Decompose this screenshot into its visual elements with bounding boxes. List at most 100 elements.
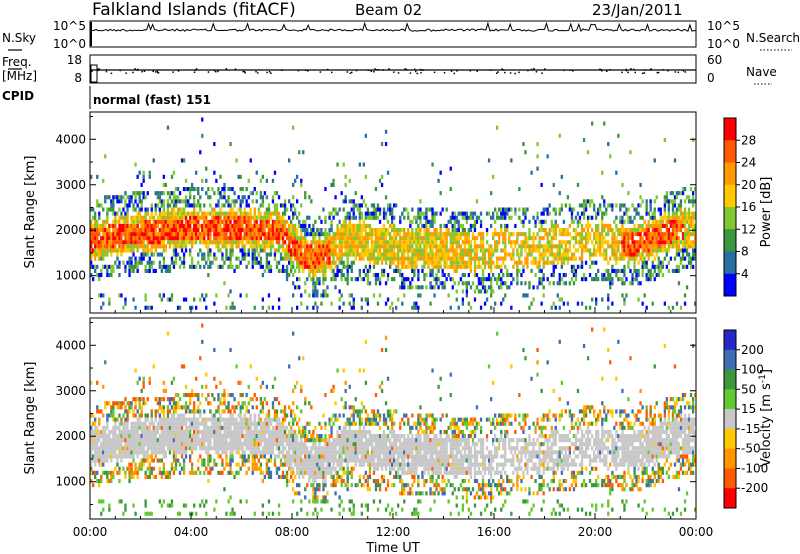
velocity-cell [142,425,145,430]
power-cell [233,203,236,208]
velocity-cell [158,438,162,443]
power-cell [328,211,331,216]
power-cell [172,215,176,220]
power-cell [437,264,440,269]
power-cell [140,199,143,204]
power-cell [195,223,198,228]
power-cell [578,256,582,261]
power-cell [635,252,638,257]
power-cell [475,264,479,269]
velocity-cell [138,417,141,422]
power-cell [205,178,208,183]
velocity-cell [126,413,129,418]
power-cell [336,264,339,269]
power-cell [201,133,204,138]
power-cell [267,219,271,224]
power-cell [160,191,164,196]
nave-point [97,68,99,70]
velocity-cell [189,454,192,459]
power-cell [518,256,521,261]
y-tick-label: 3000 [55,178,86,192]
power-cell [679,203,683,208]
power-cell [180,232,184,237]
power-y-label: Slant Range [km] [23,156,38,269]
power-cell [481,244,485,249]
power-cell [522,207,525,212]
power-cell [692,240,695,245]
power-cell [217,199,220,204]
velocity-cell [187,434,190,439]
power-cell [380,236,384,241]
power-cell [104,199,107,204]
power-cell [558,191,561,196]
power-cell [524,240,527,245]
power-cell [227,293,230,298]
power-cell [172,170,176,175]
power-cell [433,277,436,282]
velocity-cell [158,425,162,430]
power-cell [673,211,677,216]
power-cell [403,244,406,249]
power-cell [350,232,353,237]
power-cell [304,244,307,249]
power-cell [613,219,616,224]
velocity-cell [172,450,176,455]
power-cell [277,236,281,241]
power-cell [314,248,317,253]
velocity-cell [158,413,162,418]
power-cell [126,240,129,245]
power-cell [669,199,673,204]
power-cell [182,207,186,212]
power-cell [253,248,256,253]
power-cell [334,285,337,290]
power-cell [615,260,618,265]
power-cell [168,232,172,237]
power-cell [455,252,458,257]
power-cell [661,273,665,278]
power-cell [601,252,604,257]
power-cell [144,223,147,228]
power-cell [463,228,467,233]
power-cell [106,236,109,241]
power-cell [455,260,458,265]
velocity-cell [98,458,101,463]
power-cell [154,223,157,228]
power-cell [580,236,584,241]
velocity-cell [168,409,172,414]
velocity-cell [170,446,174,451]
power-cell [310,268,313,273]
power-cell [247,215,250,220]
power-cell [231,264,234,269]
power-cell [318,281,321,286]
velocity-cell [142,462,145,467]
power-cell [685,219,689,224]
power-cell [195,211,198,216]
velocity-cell [94,417,97,422]
power-cell [522,264,525,269]
velocity-cell [178,421,182,426]
power-cell [419,293,422,298]
velocity-cell [94,470,97,475]
noise-frame [89,20,697,48]
power-cell [692,252,695,257]
power-cell [641,268,644,273]
power-cell [603,203,606,208]
velocity-cell [120,450,123,455]
power-cell [142,256,145,261]
power-cell [405,232,408,237]
power-cell [138,232,141,237]
power-cell [467,244,471,249]
power-cell [647,273,650,278]
power-cell [154,191,157,196]
power-cell [685,228,689,233]
power-cell [122,219,125,224]
power-cell [364,297,368,302]
power-cell [249,232,252,237]
power-cell [340,244,343,249]
velocity-cell [166,438,170,443]
power-cell [281,228,285,233]
velocity-cell [100,458,103,463]
power-cell [102,248,105,253]
power-cell [391,256,394,261]
power-cell [261,264,265,269]
